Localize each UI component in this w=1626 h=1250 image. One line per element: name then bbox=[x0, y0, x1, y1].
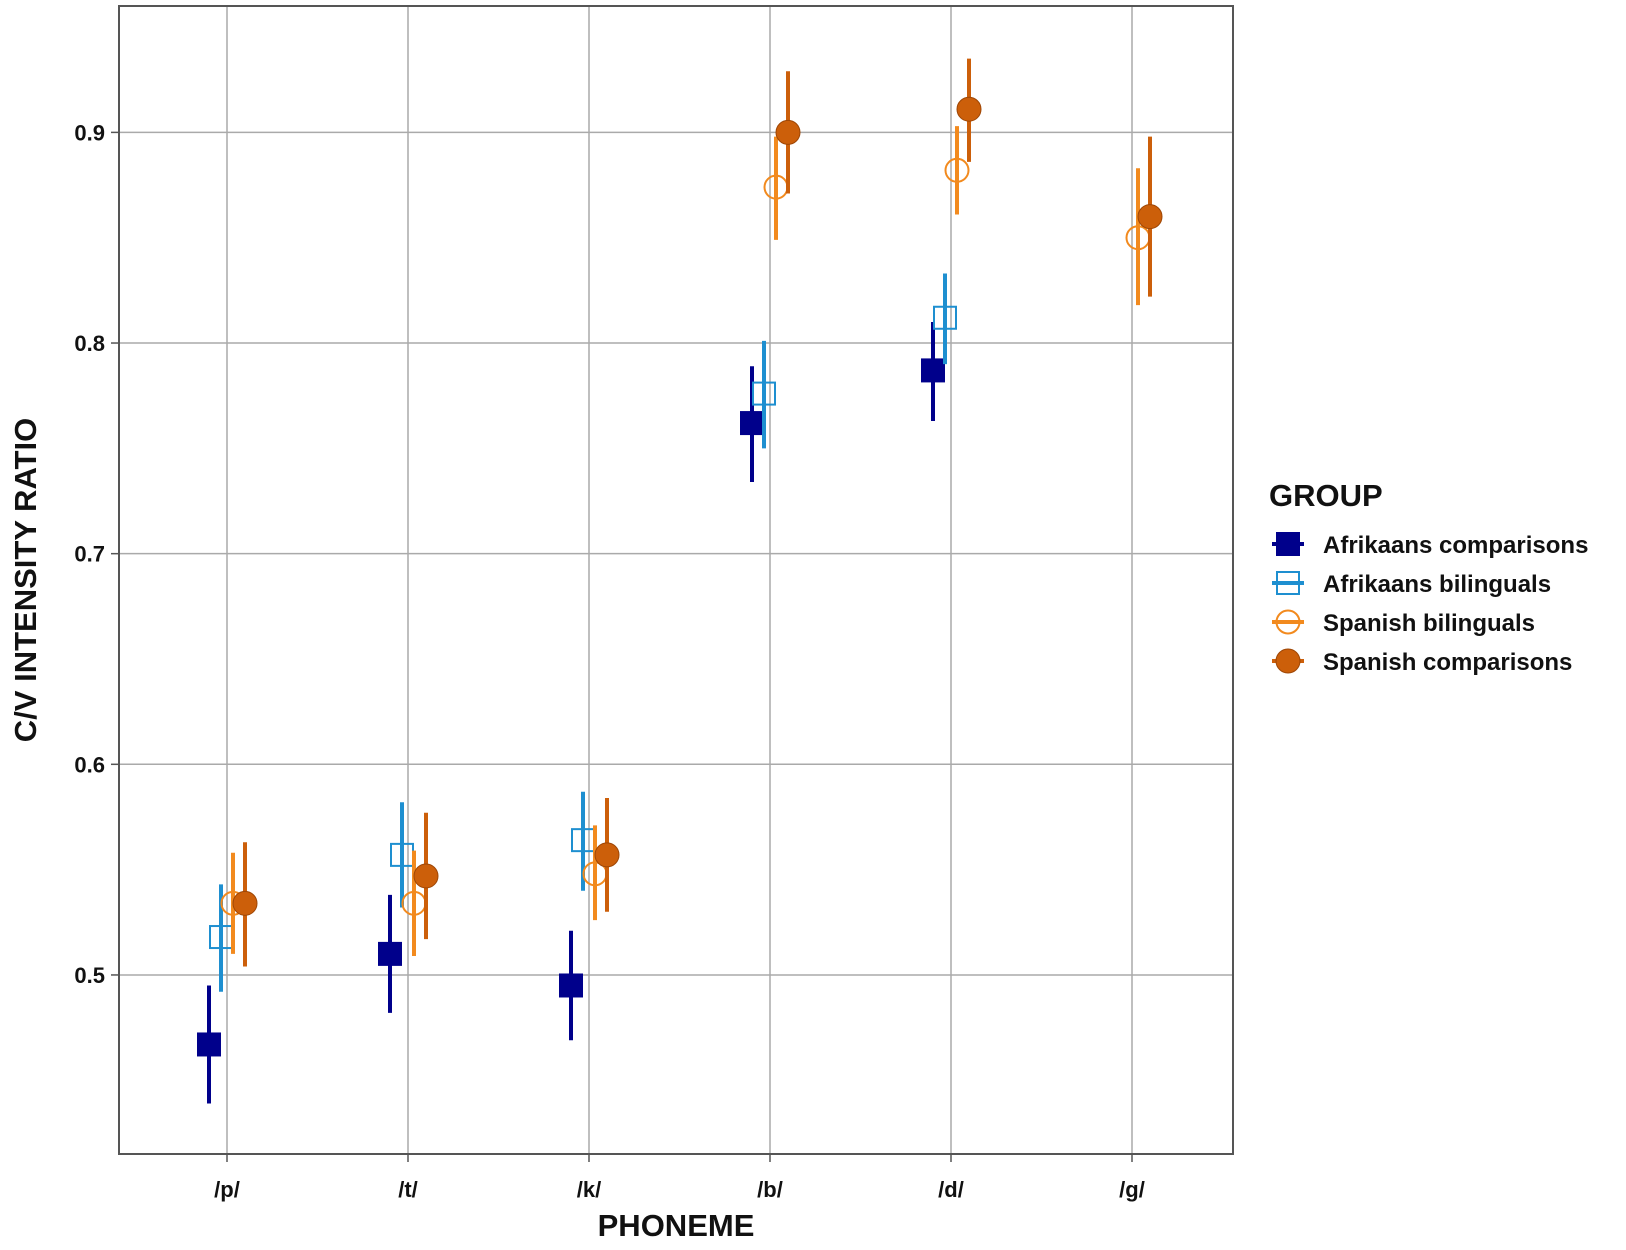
legend-marker bbox=[1276, 571, 1300, 595]
y-tick-label: 0.5 bbox=[74, 963, 105, 988]
series-layer bbox=[197, 58, 1163, 1104]
legend-label: Afrikaans comparisons bbox=[1323, 532, 1588, 559]
legend-title: GROUP bbox=[1269, 478, 1383, 513]
x-tick-label: /k/ bbox=[577, 1177, 601, 1202]
data-point bbox=[197, 1032, 221, 1057]
y-axis-ticks: 0.5 0.6 0.7 0.8 0.9 bbox=[74, 120, 119, 988]
data-point bbox=[921, 358, 945, 383]
data-point bbox=[413, 863, 439, 889]
legend-label: Spanish bilinguals bbox=[1323, 610, 1535, 637]
legend: GROUP Afrikaans comparisons Afrikaans bil… bbox=[1269, 478, 1588, 676]
data-point bbox=[956, 96, 982, 122]
data-point bbox=[752, 381, 776, 406]
y-tick-label: 0.6 bbox=[74, 752, 105, 777]
data-point bbox=[1137, 204, 1163, 230]
series-afrikaans-comparisons bbox=[197, 321, 945, 1104]
x-tick-label: /p/ bbox=[214, 1177, 240, 1202]
data-point bbox=[944, 157, 970, 183]
data-point bbox=[740, 411, 764, 436]
series-afrikaans-bilinguals bbox=[209, 273, 957, 992]
y-axis-title: C/V INTENSITY RATIO bbox=[8, 418, 43, 742]
legend-label: Spanish comparisons bbox=[1323, 649, 1572, 676]
legend-marker bbox=[1275, 648, 1301, 674]
data-point bbox=[232, 890, 258, 916]
data-point bbox=[933, 305, 957, 330]
x-tick-label: /g/ bbox=[1119, 1177, 1145, 1202]
legend-label: Afrikaans bilinguals bbox=[1323, 571, 1551, 598]
data-point bbox=[559, 973, 583, 998]
x-tick-label: /b/ bbox=[757, 1177, 783, 1202]
x-tick-label: /d/ bbox=[938, 1177, 964, 1202]
legend-items: Afrikaans comparisons Afrikaans bilingual… bbox=[1272, 532, 1588, 676]
series-spanish-comparisons bbox=[232, 58, 1163, 967]
legend-marker bbox=[1275, 609, 1301, 635]
legend-item: Spanish comparisons bbox=[1272, 648, 1572, 676]
series-spanish-bilinguals bbox=[220, 126, 1151, 956]
y-tick-label: 0.7 bbox=[74, 542, 105, 567]
grid-layer bbox=[119, 6, 1233, 1154]
data-point bbox=[594, 842, 620, 868]
plot-border bbox=[118, 5, 1234, 1155]
x-tick-label: /t/ bbox=[398, 1177, 418, 1202]
legend-item: Afrikaans bilinguals bbox=[1272, 571, 1551, 598]
legend-item: Afrikaans comparisons bbox=[1272, 532, 1588, 559]
data-point bbox=[378, 941, 402, 966]
x-axis-ticks: /p/ /t/ /k/ /b/ /d/ /g/ bbox=[214, 1154, 1145, 1202]
x-axis-title: PHONEME bbox=[598, 1208, 755, 1243]
y-tick-label: 0.8 bbox=[74, 331, 105, 356]
data-point bbox=[775, 119, 801, 145]
legend-marker bbox=[1276, 532, 1300, 556]
y-tick-label: 0.9 bbox=[74, 120, 105, 145]
legend-item: Spanish bilinguals bbox=[1272, 609, 1535, 637]
